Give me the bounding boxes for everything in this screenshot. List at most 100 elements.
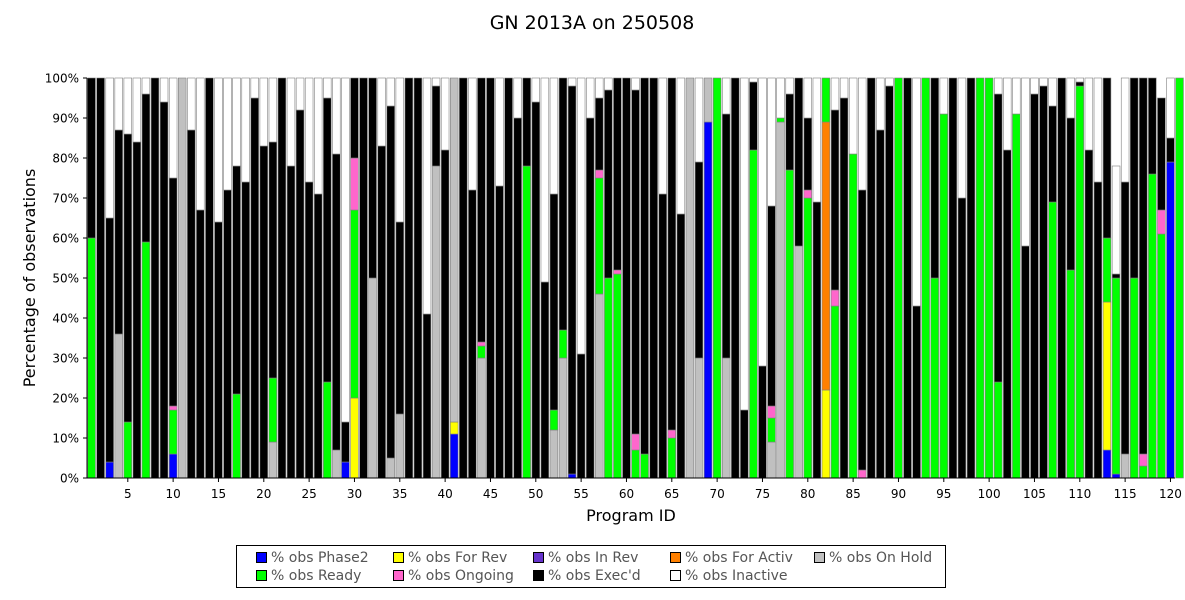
bar-segment-88-8 (876, 77, 885, 131)
bar-segment-46-7 (495, 185, 504, 479)
bar-segment-95-8 (939, 77, 949, 115)
bar-segment-112-7 (1093, 181, 1103, 479)
bar-segment-54-7 (567, 85, 577, 475)
bar-segment-29-8 (341, 77, 350, 423)
legend-item: % obs For Rev (393, 550, 507, 566)
bar-segment-105-8 (1030, 77, 1039, 95)
bar-segment-72-7 (731, 77, 740, 479)
bar-segment-52-5 (549, 409, 559, 431)
bar-segment-113-0 (1102, 449, 1112, 479)
bar-segment-19-7 (250, 97, 259, 479)
bar-segment-38-8 (422, 77, 432, 315)
bar-segment-80-5 (803, 197, 813, 479)
y-tick-label: 10% (52, 432, 79, 446)
bar-segment-107-5 (1048, 201, 1057, 479)
bar-segment-42-7 (459, 77, 468, 479)
bar-segment-82-5 (821, 77, 831, 123)
legend-label: % obs Phase2 (271, 550, 369, 566)
bar-segment-112-8 (1093, 77, 1103, 183)
bar-segment-32-4 (368, 277, 377, 479)
bar-segment-114-8 (1111, 165, 1121, 275)
bar-segment-77-4 (776, 121, 785, 479)
bar-segment-81-7 (812, 201, 822, 479)
bar-segment-71-4 (721, 357, 731, 479)
bar-segment-36-7 (404, 77, 414, 479)
bar-segment-51-7 (540, 281, 550, 479)
bar-segment-58-7 (604, 89, 613, 279)
bar-segment-34-7 (386, 105, 395, 459)
bar-segment-57-4 (595, 293, 604, 479)
bar-segment-54-0 (567, 473, 577, 479)
bar-segment-26-8 (313, 77, 323, 195)
bar-segment-119-6 (1157, 209, 1166, 235)
legend-label: % obs Ongoing (408, 568, 514, 584)
bar-segment-86-7 (857, 189, 867, 471)
bar-segment-92-7 (912, 305, 921, 479)
bar-segment-55-7 (576, 353, 586, 479)
bar-segment-7-8 (141, 77, 151, 95)
bar-segment-5-7 (123, 133, 133, 423)
bar-segment-18-8 (241, 77, 250, 183)
bar-segment-60-7 (622, 77, 631, 479)
x-tick-label: 115 (1114, 487, 1137, 501)
x-tick-label: 60 (619, 487, 634, 501)
legend-swatch (393, 570, 404, 581)
bar-segment-73-8 (740, 77, 749, 411)
bar-segment-17-8 (232, 77, 241, 167)
legend-item: % obs Exec'd (533, 568, 641, 584)
bar-segment-58-8 (604, 77, 613, 91)
bar-segment-102-8 (1003, 77, 1012, 151)
legend-label: % obs Exec'd (548, 568, 641, 584)
legend-item: % obs On Hold (814, 550, 932, 566)
x-tick-label: 25 (301, 487, 316, 501)
legend-label: % obs On Hold (829, 550, 933, 566)
bar-segment-6-7 (132, 141, 142, 479)
legend-item: % obs Ongoing (393, 568, 514, 584)
bar-segment-89-7 (885, 85, 894, 479)
bar-segment-113-1 (1102, 301, 1112, 451)
bar-segment-103-5 (1012, 113, 1021, 479)
bar-segment-92-8 (912, 77, 921, 307)
bar-segment-71-7 (721, 113, 731, 359)
bar-segment-2-7 (96, 77, 105, 479)
bar-segment-94-7 (930, 77, 939, 279)
bar-segment-115-4 (1120, 453, 1130, 479)
bar-segment-66-7 (676, 213, 686, 479)
bar-segment-21-8 (268, 77, 278, 143)
bar-segment-61-8 (631, 77, 640, 91)
bar-segment-99-5 (975, 77, 985, 479)
bar-segment-98-7 (966, 77, 976, 479)
x-axis-label: Program ID (586, 506, 676, 525)
x-tick-label: 120 (1159, 487, 1182, 501)
x-tick-label: 10 (165, 487, 180, 501)
bar-segment-20-8 (259, 77, 268, 147)
legend-item: % obs Ready (256, 568, 361, 584)
bar-segment-120-8 (1166, 77, 1175, 139)
bar-segment-54-8 (567, 77, 577, 87)
bar-segment-35-4 (395, 413, 404, 479)
bar-segment-61-5 (631, 449, 640, 479)
bar-segment-40-8 (440, 77, 450, 151)
bar-segment-49-5 (522, 165, 531, 479)
bar-segment-82-1 (821, 389, 831, 479)
bar-segment-121-5 (1175, 77, 1184, 479)
bar-segment-84-7 (839, 97, 849, 479)
bar-segment-84-8 (839, 77, 849, 99)
legend-item: % obs In Rev (533, 550, 638, 566)
bar-segment-113-5 (1102, 237, 1112, 303)
bar-segment-113-7 (1102, 77, 1112, 239)
bar-segment-104-7 (1021, 245, 1030, 479)
x-tick-label: 95 (936, 487, 951, 501)
bar-segment-18-7 (241, 181, 250, 479)
bar-segment-48-7 (513, 117, 522, 479)
bar-segment-5-8 (123, 77, 133, 135)
bar-segment-78-7 (785, 93, 794, 171)
bar-segment-56-8 (585, 77, 595, 119)
bar-segment-55-8 (576, 77, 586, 355)
bar-segment-87-7 (867, 77, 876, 479)
x-tick-label: 100 (978, 487, 1001, 501)
bar-segment-14-7 (205, 77, 214, 479)
bar-segment-107-7 (1048, 105, 1057, 203)
bar-segment-49-7 (522, 77, 531, 167)
bar-segment-34-4 (386, 457, 395, 479)
